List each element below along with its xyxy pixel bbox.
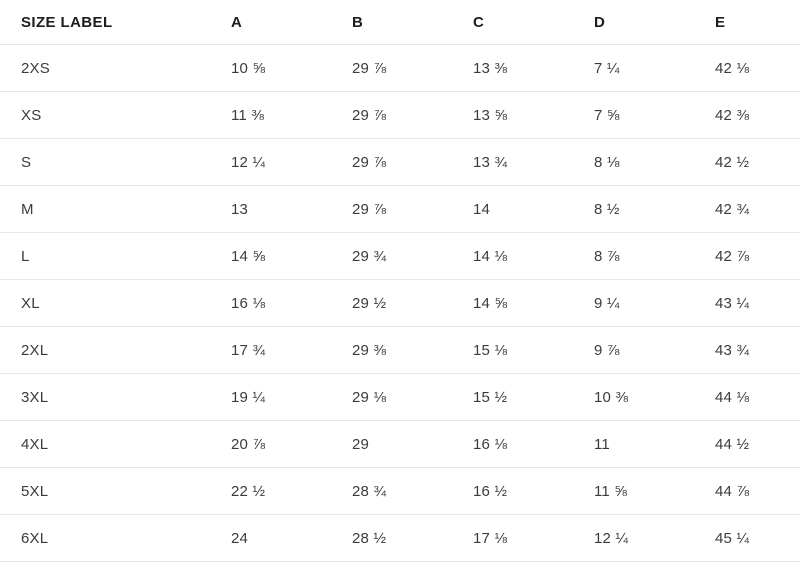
size-value-cell: 16 ⅛	[473, 420, 594, 468]
size-chart-table: SIZE LABEL A B C D E 2XS 10 ⅝ 29 ⅞ 13 ⅜ …	[0, 0, 800, 562]
size-value-cell: 7 ⅝	[594, 91, 715, 139]
size-label-cell: XS	[0, 91, 231, 139]
size-value-cell: 14	[473, 185, 594, 233]
table-row: 5XL 22 ½ 28 ¾ 16 ½ 11 ⅝ 44 ⅞	[0, 467, 800, 515]
size-value-cell: 9 ⅞	[594, 326, 715, 374]
size-value-cell: 11 ⅝	[594, 467, 715, 515]
size-value-cell: 14 ⅝	[473, 279, 594, 327]
size-value-cell: 44 ½	[715, 420, 800, 468]
size-value-cell: 13 ⅝	[473, 91, 594, 139]
size-value-cell: 28 ½	[352, 514, 473, 562]
size-label-cell: 2XL	[0, 326, 231, 374]
size-value-cell: 43 ¾	[715, 326, 800, 374]
size-value-cell: 22 ½	[231, 467, 352, 515]
table-row: L 14 ⅝ 29 ¾ 14 ⅛ 8 ⅞ 42 ⅞	[0, 232, 800, 280]
size-value-cell: 20 ⅞	[231, 420, 352, 468]
column-header-size-label: SIZE LABEL	[0, 0, 231, 45]
size-value-cell: 19 ¼	[231, 373, 352, 421]
column-header-b: B	[352, 0, 473, 45]
size-label-cell: S	[0, 138, 231, 186]
table-row: 3XL 19 ¼ 29 ⅛ 15 ½ 10 ⅜ 44 ⅛	[0, 373, 800, 421]
size-value-cell: 29 ⅞	[352, 44, 473, 92]
size-value-cell: 12 ¼	[594, 514, 715, 562]
table-row: XS 11 ⅜ 29 ⅞ 13 ⅝ 7 ⅝ 42 ⅜	[0, 91, 800, 139]
size-value-cell: 24	[231, 514, 352, 562]
size-value-cell: 15 ½	[473, 373, 594, 421]
size-value-cell: 45 ¼	[715, 514, 800, 562]
size-value-cell: 8 ⅞	[594, 232, 715, 280]
size-label-cell: 2XS	[0, 44, 231, 92]
column-header-c: C	[473, 0, 594, 45]
size-value-cell: 14 ⅝	[231, 232, 352, 280]
size-value-cell: 12 ¼	[231, 138, 352, 186]
size-value-cell: 29 ⅞	[352, 91, 473, 139]
size-value-cell: 13 ¾	[473, 138, 594, 186]
size-value-cell: 8 ⅛	[594, 138, 715, 186]
size-value-cell: 11	[594, 420, 715, 468]
size-value-cell: 13 ⅜	[473, 44, 594, 92]
size-value-cell: 42 ⅞	[715, 232, 800, 280]
size-value-cell: 17 ¾	[231, 326, 352, 374]
size-value-cell: 42 ¾	[715, 185, 800, 233]
size-value-cell: 14 ⅛	[473, 232, 594, 280]
column-header-a: A	[231, 0, 352, 45]
size-value-cell: 42 ⅜	[715, 91, 800, 139]
size-value-cell: 16 ⅛	[231, 279, 352, 327]
size-value-cell: 29 ½	[352, 279, 473, 327]
size-value-cell: 15 ⅛	[473, 326, 594, 374]
size-value-cell: 42 ½	[715, 138, 800, 186]
size-value-cell: 7 ¼	[594, 44, 715, 92]
table-row: S 12 ¼ 29 ⅞ 13 ¾ 8 ⅛ 42 ½	[0, 138, 800, 186]
size-value-cell: 9 ¼	[594, 279, 715, 327]
size-label-cell: XL	[0, 279, 231, 327]
size-value-cell: 13	[231, 185, 352, 233]
table-row: 4XL 20 ⅞ 29 16 ⅛ 11 44 ½	[0, 420, 800, 468]
table-row: 6XL 24 28 ½ 17 ⅛ 12 ¼ 45 ¼	[0, 514, 800, 562]
size-value-cell: 44 ⅛	[715, 373, 800, 421]
size-value-cell: 29 ⅜	[352, 326, 473, 374]
size-value-cell: 29	[352, 420, 473, 468]
size-value-cell: 28 ¾	[352, 467, 473, 515]
size-value-cell: 29 ⅛	[352, 373, 473, 421]
table-row: 2XS 10 ⅝ 29 ⅞ 13 ⅜ 7 ¼ 42 ⅛	[0, 44, 800, 92]
size-label-cell: M	[0, 185, 231, 233]
size-value-cell: 29 ⅞	[352, 138, 473, 186]
size-value-cell: 11 ⅜	[231, 91, 352, 139]
table-row: M 13 29 ⅞ 14 8 ½ 42 ¾	[0, 185, 800, 233]
size-value-cell: 29 ⅞	[352, 185, 473, 233]
header-row: SIZE LABEL A B C D E	[0, 0, 800, 45]
size-value-cell: 17 ⅛	[473, 514, 594, 562]
column-header-e: E	[715, 0, 800, 45]
size-label-cell: 3XL	[0, 373, 231, 421]
size-label-cell: L	[0, 232, 231, 280]
size-value-cell: 43 ¼	[715, 279, 800, 327]
table-row: 2XL 17 ¾ 29 ⅜ 15 ⅛ 9 ⅞ 43 ¾	[0, 326, 800, 374]
size-label-cell: 4XL	[0, 420, 231, 468]
size-label-cell: 6XL	[0, 514, 231, 562]
size-value-cell: 42 ⅛	[715, 44, 800, 92]
size-value-cell: 8 ½	[594, 185, 715, 233]
size-label-cell: 5XL	[0, 467, 231, 515]
size-value-cell: 10 ⅜	[594, 373, 715, 421]
size-value-cell: 29 ¾	[352, 232, 473, 280]
size-value-cell: 10 ⅝	[231, 44, 352, 92]
table-row: XL 16 ⅛ 29 ½ 14 ⅝ 9 ¼ 43 ¼	[0, 279, 800, 327]
size-value-cell: 16 ½	[473, 467, 594, 515]
column-header-d: D	[594, 0, 715, 45]
size-value-cell: 44 ⅞	[715, 467, 800, 515]
